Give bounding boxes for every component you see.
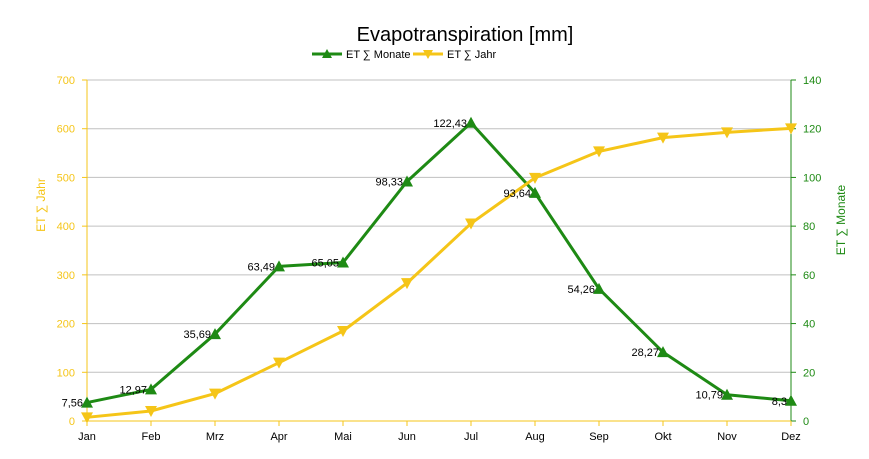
x-tick-label: Jun bbox=[398, 431, 416, 443]
legend-marker-monate bbox=[322, 49, 332, 58]
data-point-monate bbox=[465, 116, 477, 128]
data-point-monate bbox=[145, 383, 157, 395]
data-label: 28,27 bbox=[631, 347, 659, 359]
data-label: 7,56 bbox=[62, 398, 83, 410]
left-tick-label: 200 bbox=[57, 319, 75, 331]
chart-title: Evapotranspiration [mm] bbox=[357, 24, 574, 46]
data-point-jahr bbox=[81, 412, 93, 424]
data-point-monate bbox=[657, 346, 669, 358]
data-point-jahr bbox=[657, 132, 669, 144]
legend-label-monate: ET ∑ Monate bbox=[346, 49, 411, 61]
data-label: 10,79 bbox=[695, 390, 723, 402]
left-tick-label: 100 bbox=[57, 367, 75, 379]
right-tick-label: 0 bbox=[803, 416, 809, 428]
data-point-jahr bbox=[593, 146, 605, 158]
data-point-jahr bbox=[401, 278, 413, 290]
data-point-jahr bbox=[721, 127, 733, 139]
x-tick-label: Mai bbox=[334, 431, 352, 443]
legend: ET ∑ Monate ET ∑ Jahr bbox=[312, 49, 497, 61]
data-label: 63,49 bbox=[247, 261, 275, 273]
x-tick-label: Jul bbox=[464, 431, 478, 443]
data-point-monate bbox=[81, 396, 93, 408]
data-label: 8,3 bbox=[772, 396, 787, 408]
x-tick-label: Apr bbox=[270, 431, 287, 443]
data-label: 65,05 bbox=[311, 258, 339, 270]
data-point-jahr bbox=[145, 405, 157, 417]
data-point-jahr bbox=[209, 388, 221, 400]
right-tick-label: 60 bbox=[803, 270, 815, 282]
legend-label-jahr: ET ∑ Jahr bbox=[447, 49, 497, 61]
data-point-monate bbox=[529, 186, 541, 198]
right-tick-label: 40 bbox=[803, 319, 815, 331]
data-label: 93,64 bbox=[503, 188, 531, 200]
x-tick-label: Aug bbox=[525, 431, 545, 443]
plot-area: 0 100 200 300 400 500 600 700 0 20 40 60 80 100 120 140… bbox=[57, 75, 822, 443]
data-point-monate bbox=[785, 394, 797, 406]
data-point-jahr bbox=[273, 357, 285, 369]
x-tick-label: Nov bbox=[717, 431, 737, 443]
x-tick-label: Dez bbox=[781, 431, 801, 443]
data-label: 35,69 bbox=[183, 329, 211, 341]
left-tick-label: 700 bbox=[57, 75, 75, 87]
data-label: 122,43 bbox=[433, 118, 467, 130]
left-axis-label: ET ∑ Jahr bbox=[34, 178, 48, 232]
right-tick-label: 120 bbox=[803, 124, 821, 136]
data-point-monate bbox=[209, 328, 221, 340]
right-axis-label: ET ∑ Monate bbox=[834, 184, 848, 255]
data-point-monate bbox=[273, 260, 285, 272]
right-tick-label: 140 bbox=[803, 75, 821, 87]
x-tick-label: Feb bbox=[142, 431, 161, 443]
data-point-monate bbox=[337, 256, 349, 268]
data-point-jahr bbox=[785, 123, 797, 135]
series-line-monate bbox=[86, 121, 792, 405]
right-tick-label: 100 bbox=[803, 172, 821, 184]
left-tick-label: 500 bbox=[57, 172, 75, 184]
data-point-monate bbox=[721, 388, 733, 400]
x-tick-label: Mrz bbox=[206, 431, 224, 443]
x-tick-label: Okt bbox=[654, 431, 671, 443]
data-label: 12,97 bbox=[119, 384, 147, 396]
right-tick-label: 80 bbox=[803, 221, 815, 233]
data-point-monate bbox=[593, 282, 605, 294]
data-label: 98,33 bbox=[375, 176, 403, 188]
data-label: 54,26 bbox=[567, 284, 595, 296]
left-tick-label: 600 bbox=[57, 124, 75, 136]
left-tick-label: 0 bbox=[69, 416, 75, 428]
left-tick-label: 400 bbox=[57, 221, 75, 233]
series-line-jahr bbox=[86, 126, 792, 419]
left-tick-label: 300 bbox=[57, 270, 75, 282]
data-point-jahr bbox=[337, 325, 349, 337]
legend-marker-jahr bbox=[423, 50, 433, 59]
data-point-jahr bbox=[529, 172, 541, 184]
x-tick-label: Jan bbox=[78, 431, 96, 443]
x-tick-label: Sep bbox=[589, 431, 609, 443]
data-point-monate bbox=[401, 175, 413, 187]
right-tick-label: 20 bbox=[803, 367, 815, 379]
data-point-jahr bbox=[465, 218, 477, 230]
